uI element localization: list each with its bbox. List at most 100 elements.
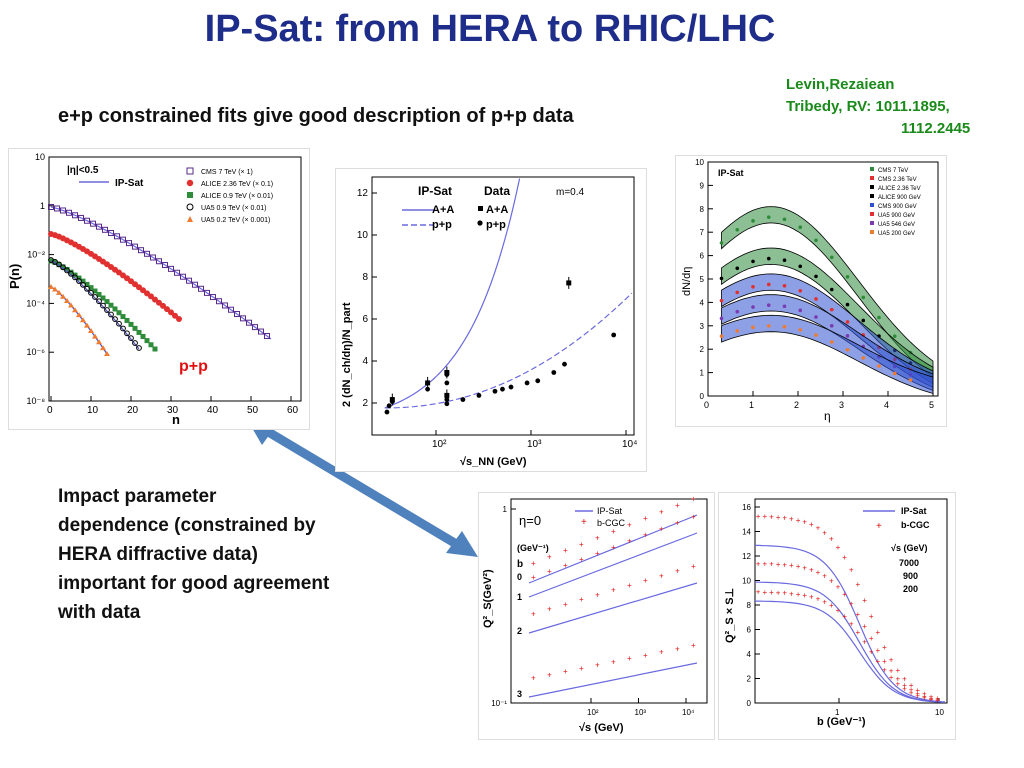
bcgc-marker: + xyxy=(611,527,616,536)
data-point xyxy=(845,334,850,338)
header-data: Data xyxy=(484,184,510,198)
data-point xyxy=(892,334,897,338)
ipsat-curve xyxy=(528,662,698,698)
bcgc-marker: + xyxy=(895,674,900,683)
data-point xyxy=(719,241,724,245)
data-point xyxy=(126,240,132,247)
arrow-shaft xyxy=(257,423,471,555)
x-axis-label: n xyxy=(172,412,180,427)
bcgc-marker: + xyxy=(547,567,552,576)
data-point-pp xyxy=(562,361,567,367)
bcgc-marker: + xyxy=(802,518,807,527)
energy-header: √s (GeV) xyxy=(891,543,927,553)
data-point xyxy=(751,284,755,289)
data-point xyxy=(64,297,70,303)
bcgc-marker: + xyxy=(869,612,874,621)
bcgc-marker: + xyxy=(769,560,774,569)
bcgc-marker: + xyxy=(922,692,927,701)
data-point xyxy=(52,258,58,265)
bcgc-marker: + xyxy=(889,656,894,665)
data-point xyxy=(782,324,787,329)
legend-label: ALICE 2.36 TeV (× 0.1) xyxy=(201,181,273,188)
bcgc-marker: + xyxy=(889,673,894,682)
unit-label: (GeV⁻¹) xyxy=(517,543,549,553)
data-point xyxy=(68,269,74,275)
bcgc-marker: + xyxy=(762,588,767,597)
data-point xyxy=(766,282,771,287)
data-point xyxy=(56,289,62,295)
arrow-head-right xyxy=(446,531,478,557)
data-point xyxy=(164,306,170,313)
bcgc-marker: + xyxy=(627,537,632,546)
slide-subtitle: e+p constrained fits give good descripti… xyxy=(58,105,574,127)
bcgc-marker: + xyxy=(836,543,841,552)
bcgc-marker: + xyxy=(876,657,881,666)
legend-marker xyxy=(870,212,874,216)
legend-marker xyxy=(870,185,874,189)
legend-marker xyxy=(870,194,874,198)
bcgc-marker: + xyxy=(547,553,552,562)
data-point xyxy=(766,303,771,307)
bcgc-marker: + xyxy=(776,560,781,569)
data-point xyxy=(66,209,72,216)
data-point xyxy=(64,267,70,274)
data-point xyxy=(782,217,787,222)
legend-data-aa: A+A xyxy=(486,204,508,216)
bcgc-marker: + xyxy=(849,566,854,575)
data-point-pp xyxy=(611,332,617,338)
data-point xyxy=(814,274,818,279)
data-point xyxy=(152,346,158,352)
x-tick-label: 20 xyxy=(127,405,139,416)
data-point xyxy=(144,250,150,257)
data-point xyxy=(719,334,724,338)
bcgc-marker: + xyxy=(531,674,536,683)
bcgc-marker: + xyxy=(882,643,887,652)
legend-label: UA5 0.9 TeV (× 0.01) xyxy=(201,205,266,212)
legend-marker xyxy=(870,230,874,234)
legend-label: CMS 2.36 TeV xyxy=(878,177,917,183)
b-value-label: 0 xyxy=(517,572,522,582)
data-point xyxy=(751,259,755,264)
data-point xyxy=(148,342,154,348)
header-model: IP-Sat xyxy=(418,184,452,198)
data-point xyxy=(108,230,114,237)
eta-label: η=0 xyxy=(519,513,541,528)
data-point xyxy=(92,288,98,294)
x-tick-label: 10 xyxy=(935,708,944,717)
legend-marker xyxy=(870,203,874,207)
bcgc-marker: + xyxy=(756,512,761,521)
y-tick-label: 2 xyxy=(747,675,752,684)
bcgc-marker: + xyxy=(809,593,814,602)
data-point xyxy=(60,207,66,214)
y-tick-label: 12 xyxy=(742,552,751,561)
data-point xyxy=(735,227,740,232)
data-point xyxy=(160,302,166,309)
bcgc-marker: + xyxy=(935,695,940,704)
impact-text: Impact parameter dependence (constrained… xyxy=(58,482,398,627)
data-point xyxy=(252,324,258,331)
bcgc-marker: + xyxy=(769,588,774,597)
bcgc-marker: + xyxy=(595,661,600,670)
y-tick-label: 2 xyxy=(362,398,368,409)
data-point xyxy=(829,287,834,292)
legend-bcgc: b-CGC xyxy=(901,520,930,530)
legend-label: ALICE 0.9 TeV (× 0.01) xyxy=(201,193,273,200)
impact-line: dependence (constrained by xyxy=(58,515,316,536)
pp-label: p+p xyxy=(179,358,208,375)
data-point-pp xyxy=(476,393,482,398)
data-point-pp xyxy=(508,384,514,390)
b-value-label: 2 xyxy=(517,626,522,636)
data-point xyxy=(80,317,86,323)
bcgc-marker: + xyxy=(816,524,821,533)
data-point xyxy=(104,299,110,305)
bcgc-marker: + xyxy=(909,686,914,695)
data-point xyxy=(72,307,78,313)
data-point-pp xyxy=(551,370,557,375)
bcgc-marker: + xyxy=(675,644,680,653)
bcgc-marker: + xyxy=(782,589,787,598)
x-tick-label: 10³ xyxy=(527,439,542,450)
bcgc-marker: + xyxy=(796,516,801,525)
energy-label: 7000 xyxy=(899,558,919,568)
data-point xyxy=(80,278,86,284)
